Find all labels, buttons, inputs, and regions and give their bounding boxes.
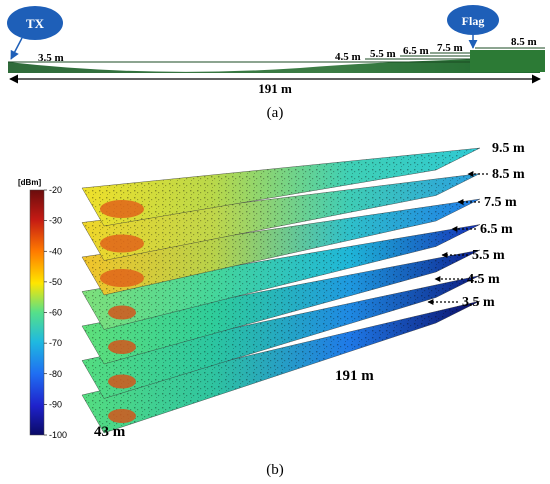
flag-bubble — [447, 5, 499, 35]
terrain-profile — [8, 58, 540, 73]
caption-a: (a) — [267, 105, 284, 121]
hotspot — [108, 374, 136, 389]
heatmap-noise — [82, 224, 480, 330]
heatmap-layers — [81, 147, 481, 434]
heatmap-noise — [82, 301, 480, 433]
flag-stack — [470, 50, 545, 72]
colorbar-tick-label: -90 — [49, 399, 62, 409]
colorbar-tick-label: -20 — [49, 185, 62, 195]
height-labels: 9.5 m 8.5 m 7.5 m 6.5 m 5.5 m 4.5 m 3.5 m — [427, 141, 525, 310]
heatmap-noise — [82, 199, 480, 295]
height-label: 6.5 m — [480, 222, 513, 237]
height-label-5-5: 5.5 m — [370, 48, 396, 60]
height-label: 7.5 m — [484, 195, 517, 210]
height-label-8-5: 8.5 m — [511, 36, 537, 48]
caption-b: (b) — [266, 462, 284, 478]
height-label-4-5: 4.5 m — [335, 51, 361, 63]
heatmap-noise — [82, 250, 480, 364]
height-label-6-5: 6.5 m — [403, 45, 429, 57]
hotspot — [100, 269, 144, 287]
tx-label: TX — [26, 16, 45, 31]
flag-label: Flag — [462, 14, 485, 28]
colorbar-tick-label: -70 — [49, 338, 62, 348]
hotspot — [108, 340, 136, 354]
colorbar-unit: [dBm] — [18, 178, 41, 187]
height-label: 8.5 m — [492, 167, 525, 182]
panel-b: [dBm] -20 -30 -40 -50 -60 -70 -80 -90 -100 9.5 m… — [18, 141, 525, 478]
tx-pointer — [10, 37, 23, 60]
height-label: 3.5 m — [462, 295, 495, 310]
heatmap-noise — [82, 148, 480, 226]
colorbar — [29, 189, 45, 436]
colorbar-tick-label: -80 — [49, 369, 62, 379]
hotspot — [100, 234, 144, 253]
height-label: 4.5 m — [467, 272, 500, 287]
length-label-a: 191 m — [258, 81, 292, 96]
height-label: 9.5 m — [492, 141, 525, 156]
hotspot — [108, 305, 136, 320]
panel-a: TX Flag 3.5 m 4.5 m 5.5 m 6.5 m 7.5 m 8.… — [7, 5, 545, 121]
colorbar-tick-label: -30 — [49, 216, 62, 226]
colorbar-tick-label: -60 — [49, 308, 62, 318]
width-label: 43 m — [94, 424, 126, 440]
colorbar-tick-label: -40 — [49, 246, 62, 256]
hotspot — [100, 200, 144, 218]
colorbar-tick-label: -50 — [49, 277, 62, 287]
colorbar-ticks: -20 -30 -40 -50 -60 -70 -80 -90 -100 — [44, 185, 67, 440]
colorbar-tick-label: -100 — [49, 430, 67, 440]
tx-bubble — [7, 6, 63, 40]
height-label: 5.5 m — [472, 248, 505, 263]
length-label-b: 191 m — [335, 368, 374, 384]
heatmap-noise — [82, 275, 480, 399]
hotspot — [108, 409, 136, 423]
height-label-7-5: 7.5 m — [437, 42, 463, 54]
start-height-label: 3.5 m — [38, 52, 64, 64]
heatmap-noise — [82, 173, 480, 261]
